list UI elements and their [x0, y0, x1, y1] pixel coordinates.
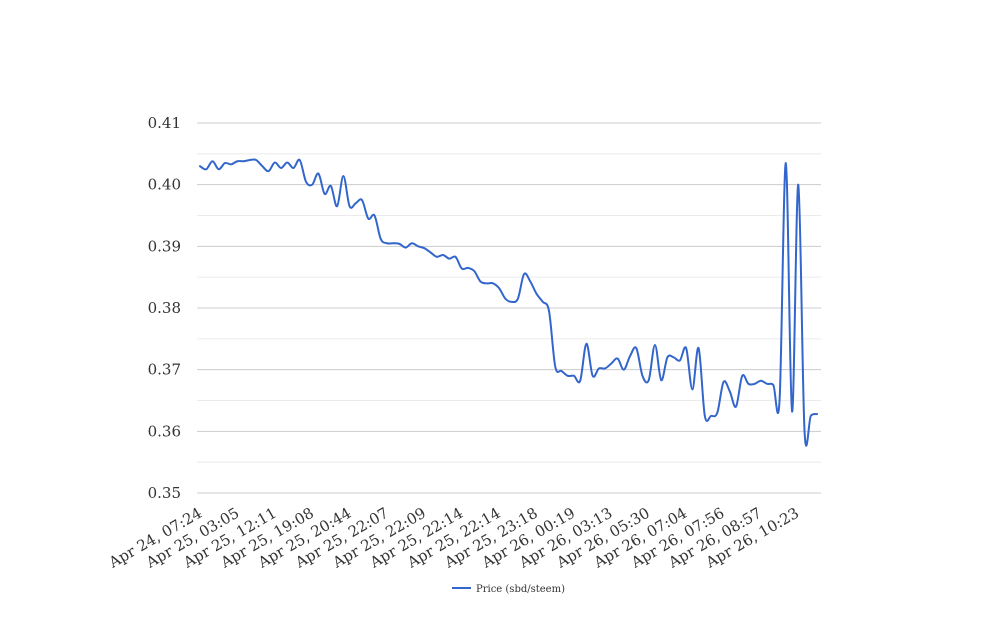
y-tick-label: 0.38 — [148, 299, 181, 317]
series-lines — [199, 158, 818, 447]
y-tick-label: 0.39 — [148, 237, 181, 255]
legend-label-price: Price (sbd/steem) — [476, 584, 565, 595]
y-tick-label: 0.40 — [148, 176, 181, 194]
y-tick-label: 0.36 — [148, 422, 181, 440]
y-tick-label: 0.41 — [148, 114, 181, 132]
y-tick-label: 0.37 — [148, 361, 181, 379]
gridlines — [197, 122, 821, 494]
y-axis-ticks: 0.41 0.40 0.39 0.38 0.37 0.36 0.35 — [148, 114, 181, 502]
legend: Price (sbd/steem) — [452, 584, 565, 595]
series-line-price — [199, 158, 818, 447]
y-tick-label: 0.35 — [148, 484, 181, 502]
